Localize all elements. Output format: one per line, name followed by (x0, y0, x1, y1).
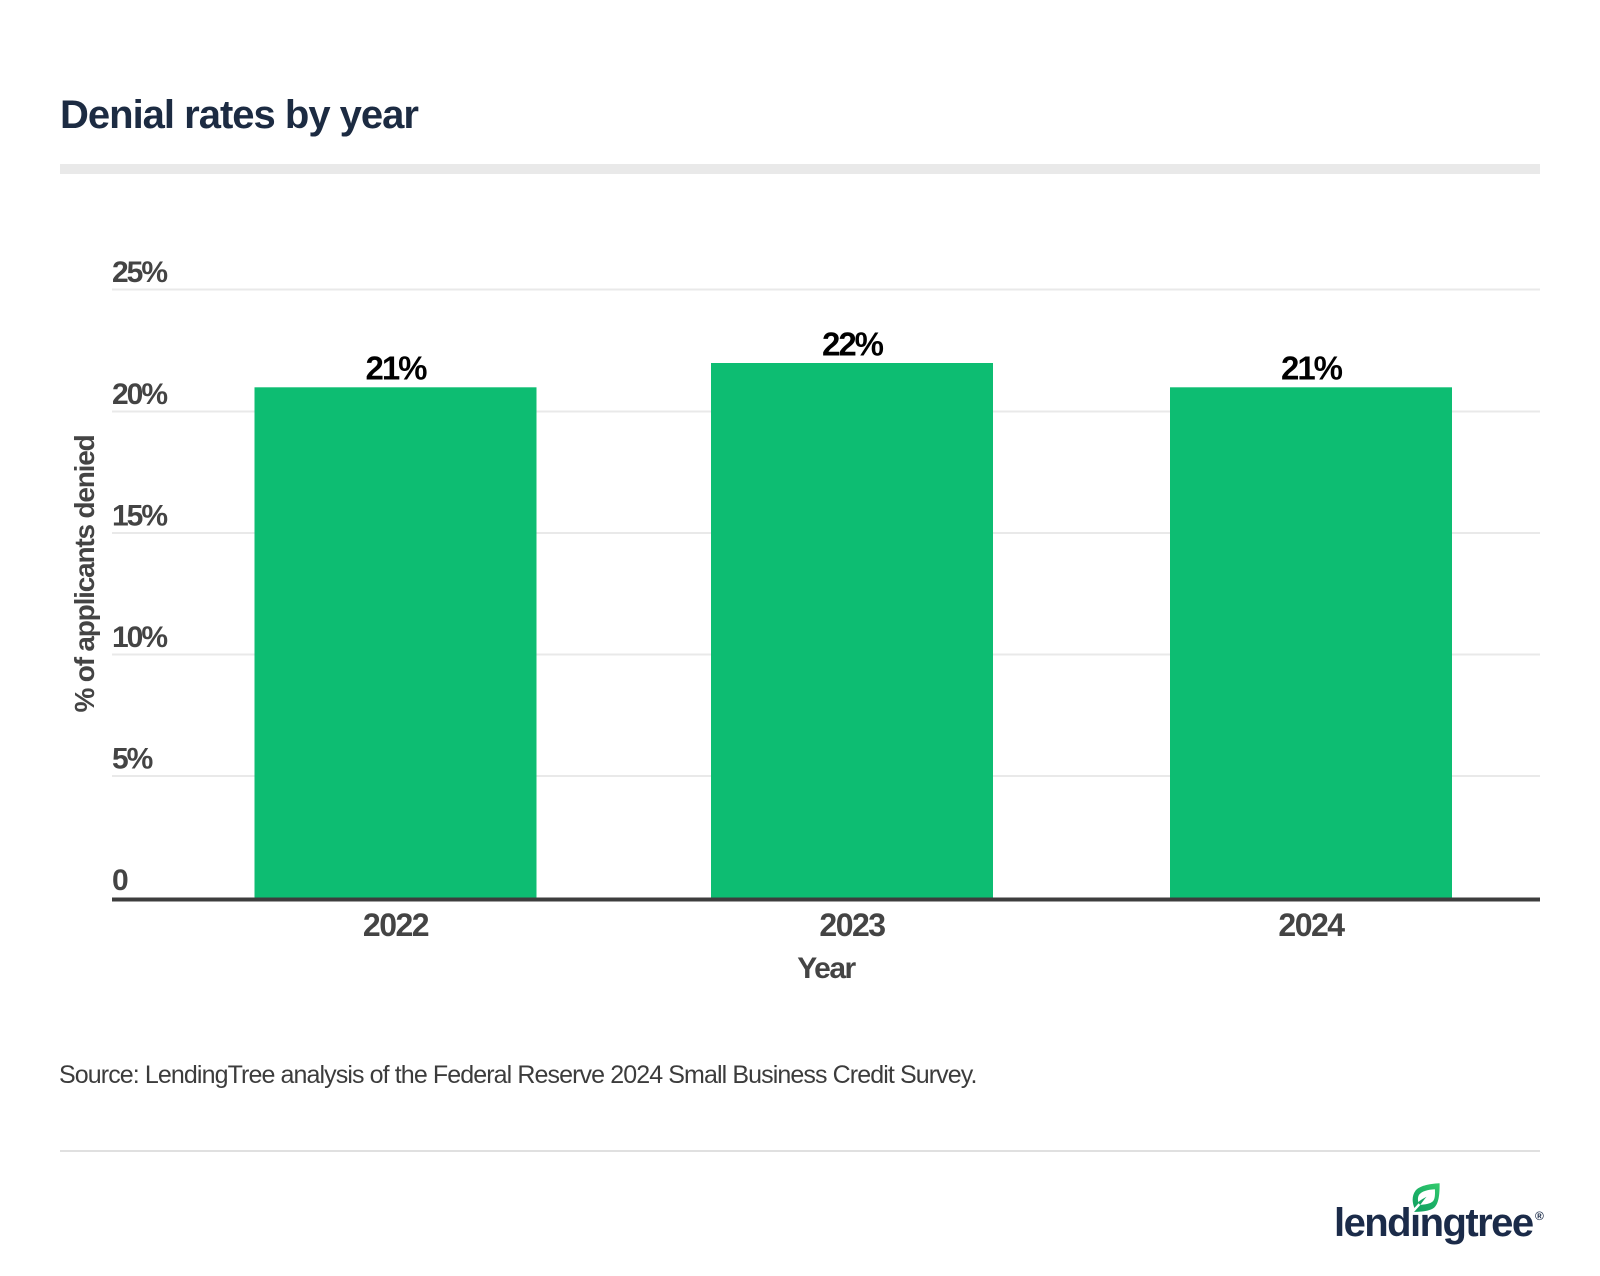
svg-text:2023: 2023 (819, 907, 885, 943)
svg-text:15%: 15% (112, 500, 167, 533)
svg-text:5%: 5% (112, 743, 153, 776)
svg-text:22%: 22% (822, 325, 884, 362)
svg-text:20%: 20% (112, 378, 167, 411)
svg-text:21%: 21% (365, 350, 427, 387)
svg-text:25%: 25% (112, 256, 167, 289)
svg-text:2024: 2024 (1278, 907, 1345, 943)
svg-text:Year: Year (797, 952, 856, 985)
svg-text:21%: 21% (1281, 350, 1343, 387)
svg-text:% of applicants denied: % of applicants denied (69, 435, 100, 712)
svg-text:2022: 2022 (363, 907, 429, 943)
svg-text:10%: 10% (112, 621, 167, 654)
svg-text:0: 0 (112, 864, 128, 897)
